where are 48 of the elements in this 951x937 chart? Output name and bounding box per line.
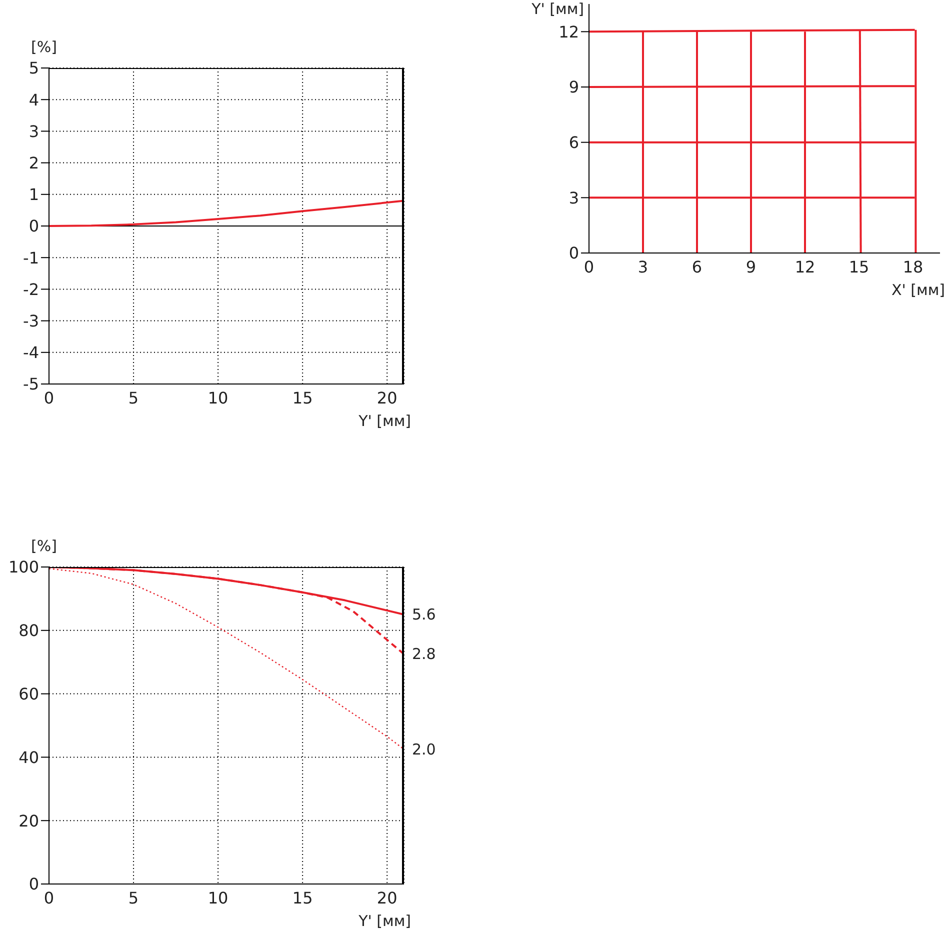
y-tick-label: 3: [568, 188, 579, 208]
y-tick-label: 2: [28, 153, 39, 172]
x-tick-label: 6: [692, 257, 702, 276]
y-tick-label: -1: [23, 248, 39, 268]
x-tick-label: 9: [746, 257, 756, 276]
y-tick-label: 3: [28, 122, 39, 141]
x-tick-label: 15: [292, 388, 313, 408]
x-axis-title: Y' [мм]: [358, 912, 411, 930]
y-tick-label: 6: [568, 133, 579, 152]
y-tick-label: 0: [28, 216, 39, 236]
x-tick-label: 15: [848, 257, 870, 276]
y-tick-label: 12: [558, 22, 579, 42]
x-tick-label: 18: [902, 257, 924, 276]
x-axis-title: Y' [мм]: [358, 412, 411, 430]
y-tick-label: -2: [23, 280, 39, 299]
y-axis-title: Y' [мм]: [532, 0, 584, 18]
x-tick-label: 10: [208, 388, 228, 408]
x-axis-title: X' [мм]: [891, 281, 945, 299]
y-tick-label: 4: [28, 90, 39, 110]
series-label: 2.0: [412, 740, 436, 758]
y-tick-label: -4: [23, 343, 39, 362]
x-tick-label: 0: [584, 257, 594, 276]
x-tick-label: 10: [208, 888, 228, 908]
y-axis-title: [%]: [31, 38, 57, 56]
y-tick-label: 60: [18, 684, 39, 704]
y-tick-label: 40: [18, 748, 39, 767]
y-tick-label: 20: [18, 811, 39, 830]
y-tick-label: -3: [23, 311, 39, 330]
series-label: 5.6: [412, 606, 436, 624]
series-label: 2.8: [412, 645, 436, 664]
y-tick-label: 0: [28, 874, 39, 894]
y-axis-title: [%]: [31, 537, 57, 555]
x-tick-label: 3: [638, 257, 648, 276]
y-tick-label: 100: [8, 558, 39, 577]
y-tick-label: 1: [28, 185, 39, 204]
y-tick-label: 80: [18, 621, 39, 640]
y-tick-label: 5: [28, 58, 39, 78]
y-tick-label: 9: [568, 78, 579, 97]
y-tick-label: 0: [568, 244, 579, 263]
y-tick-label: -5: [23, 374, 39, 394]
x-tick-label: 0: [44, 888, 54, 908]
x-tick-label: 20: [376, 388, 398, 408]
x-tick-label: 20: [376, 888, 398, 908]
x-tick-label: 5: [128, 388, 139, 408]
x-tick-label: 5: [128, 888, 139, 908]
x-tick-label: 12: [794, 257, 816, 276]
x-tick-label: 0: [44, 388, 54, 408]
x-tick-label: 15: [292, 888, 313, 908]
